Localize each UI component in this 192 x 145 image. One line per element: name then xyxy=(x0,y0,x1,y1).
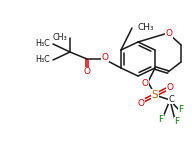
Text: O: O xyxy=(102,52,108,61)
Text: O: O xyxy=(166,84,174,93)
Text: CH₃: CH₃ xyxy=(52,32,67,41)
Text: S: S xyxy=(152,90,158,100)
Text: H₃C: H₃C xyxy=(35,56,50,65)
Text: CH₃: CH₃ xyxy=(137,22,154,31)
Text: O: O xyxy=(166,29,172,39)
Text: O: O xyxy=(137,98,145,107)
Text: O: O xyxy=(142,78,148,87)
Text: O: O xyxy=(84,68,90,77)
Text: F: F xyxy=(178,105,184,114)
Text: F: F xyxy=(175,117,180,126)
Text: F: F xyxy=(158,115,164,124)
Text: C: C xyxy=(168,95,174,104)
Text: H₃C: H₃C xyxy=(35,39,50,48)
